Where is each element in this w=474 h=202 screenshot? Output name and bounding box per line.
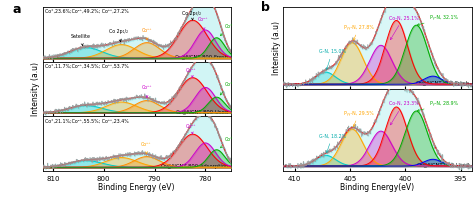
Text: Pᵧᵧ-N, 29.5%: Pᵧᵧ-N, 29.5% — [344, 110, 374, 127]
Text: Co²⁺: Co²⁺ — [186, 68, 197, 78]
Text: Co@NCNT-800-Used: Co@NCNT-800-Used — [176, 109, 229, 114]
Text: Co³⁺: Co³⁺ — [140, 142, 151, 154]
Text: Co@NCNT-800-Adsorption: Co@NCNT-800-Adsorption — [161, 163, 229, 168]
Text: Co°,21.1%;Co²⁺,55.5%; Co³⁺,23.4%: Co°,21.1%;Co²⁺,55.5%; Co³⁺,23.4% — [45, 118, 128, 123]
Text: Satellite: Satellite — [71, 34, 91, 46]
Text: Pᵧ-N, 32.1%: Pᵧ-N, 32.1% — [417, 15, 457, 25]
Text: Co°,11.7%;Co²⁺,34.5%; Co³⁺,53.7%: Co°,11.7%;Co²⁺,34.5%; Co³⁺,53.7% — [45, 64, 128, 69]
Text: Co°: Co° — [220, 82, 233, 95]
Text: Co-N, 25.1%: Co-N, 25.1% — [389, 15, 418, 40]
Text: Co³⁺: Co³⁺ — [142, 28, 152, 40]
Text: Co²⁺: Co²⁺ — [186, 124, 197, 134]
Text: G-N, 18.2%: G-N, 18.2% — [319, 133, 346, 153]
Text: G-N, 15.0%: G-N, 15.0% — [319, 49, 346, 69]
Text: Co²⁺: Co²⁺ — [198, 17, 208, 30]
Text: Pᵧᵧ-N, 27.8%: Pᵧᵧ-N, 27.8% — [344, 25, 374, 40]
Text: Co°: Co° — [220, 24, 233, 36]
Text: Pᵧ-N, 28.9%: Pᵧ-N, 28.9% — [418, 101, 458, 111]
Text: Co 2p₃/₂: Co 2p₃/₂ — [182, 11, 201, 20]
Text: a: a — [12, 3, 21, 16]
Text: b: b — [261, 1, 270, 14]
Text: Co@NCNT-800-Fresh: Co@NCNT-800-Fresh — [416, 81, 470, 86]
Text: Co 2p₁/₂: Co 2p₁/₂ — [109, 29, 128, 42]
Y-axis label: Intensity (a.u): Intensity (a.u) — [272, 21, 281, 75]
X-axis label: Binding Energy(eV): Binding Energy(eV) — [340, 183, 415, 192]
Y-axis label: Intensity (a.u): Intensity (a.u) — [31, 62, 40, 116]
X-axis label: Binding Energy (eV): Binding Energy (eV) — [99, 183, 175, 192]
Text: Co@NCNT-800-Used: Co@NCNT-800-Used — [417, 162, 470, 167]
Text: Co-N, 23.3%: Co-N, 23.3% — [389, 101, 418, 125]
Text: Co@NCNT-800-Fresh: Co@NCNT-800-Fresh — [175, 54, 229, 59]
Text: Co³⁺: Co³⁺ — [142, 85, 152, 98]
Text: Co°: Co° — [220, 137, 233, 148]
Text: Co°,23.6%;Co²⁺,49.2%; Co³⁺,27.2%: Co°,23.6%;Co²⁺,49.2%; Co³⁺,27.2% — [45, 9, 128, 14]
